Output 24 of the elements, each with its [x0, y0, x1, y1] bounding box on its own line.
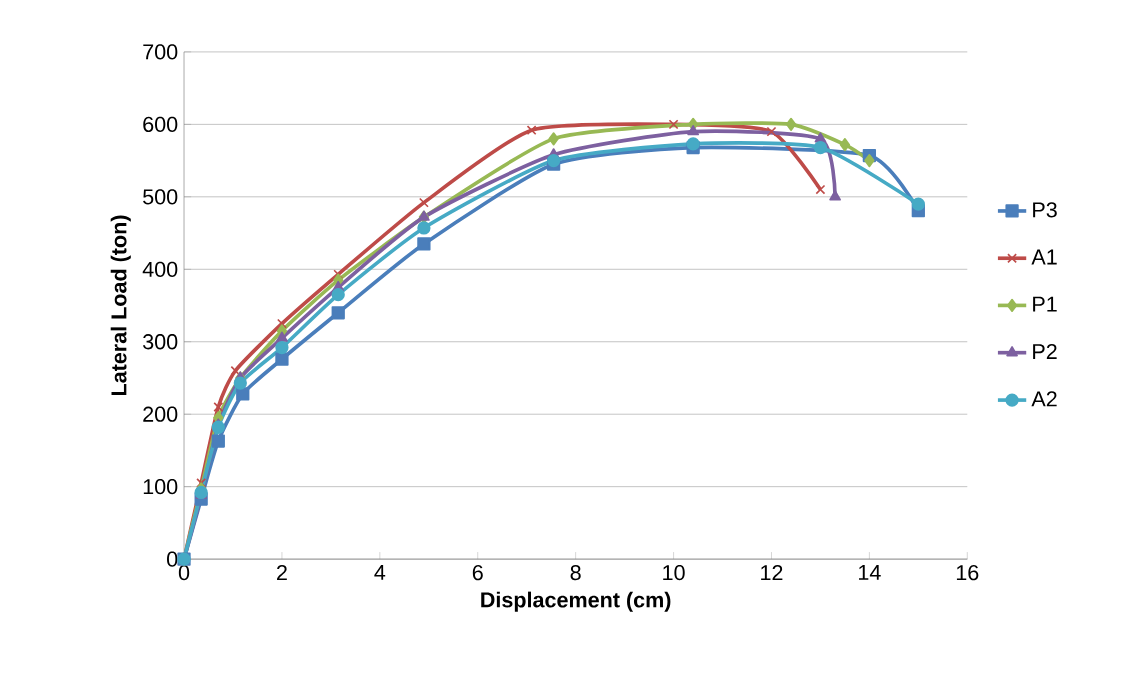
x-tick-label: 0	[178, 565, 190, 581]
legend-label: A2	[1031, 391, 1057, 407]
x-tick-label: 10	[663, 565, 685, 581]
x-axis-title: Displacement (cm)	[481, 591, 671, 612]
x-tick-label: 2	[277, 565, 287, 581]
legend-label: P2	[1033, 344, 1057, 360]
y-axis-title: Lateral Load (ton)	[110, 215, 131, 396]
legend-label: A1	[1031, 249, 1057, 265]
legend-label: P1	[1033, 296, 1057, 312]
x-tick-label: 16	[956, 565, 979, 581]
y-tick-label: 0	[167, 551, 178, 567]
y-tick-label: 400	[142, 261, 178, 278]
y-tick-label: 600	[143, 116, 178, 133]
x-tick-label: 6	[472, 565, 483, 581]
y-tick-label: 100	[143, 479, 178, 495]
y-tick-label: 300	[143, 334, 178, 350]
y-tick-label: 700	[143, 44, 178, 60]
x-tick-label: 14	[859, 565, 881, 580]
y-tick-label: 500	[143, 189, 178, 205]
legend-label: P3	[1033, 202, 1057, 218]
x-tick-label: 4	[374, 565, 386, 580]
y-tick-label: 200	[143, 406, 178, 422]
x-tick-label: 12	[761, 565, 783, 581]
x-tick-label: 8	[570, 565, 581, 581]
